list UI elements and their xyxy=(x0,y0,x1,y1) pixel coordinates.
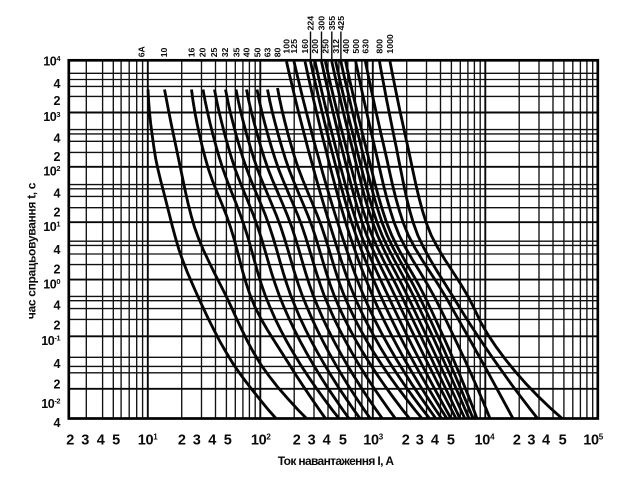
svg-text:5: 5 xyxy=(447,432,455,448)
svg-text:2: 2 xyxy=(53,319,60,333)
svg-text:4: 4 xyxy=(53,77,60,91)
svg-text:3: 3 xyxy=(527,432,535,448)
svg-text:3: 3 xyxy=(416,432,424,448)
svg-text:4: 4 xyxy=(208,432,216,448)
svg-text:3: 3 xyxy=(193,432,201,448)
svg-text:355: 355 xyxy=(327,16,337,31)
svg-text:3: 3 xyxy=(81,432,89,448)
svg-text:4: 4 xyxy=(53,243,60,257)
svg-text:25: 25 xyxy=(209,47,219,57)
svg-text:63: 63 xyxy=(263,47,273,57)
svg-text:4: 4 xyxy=(53,357,60,371)
svg-text:4: 4 xyxy=(431,432,439,448)
svg-text:20: 20 xyxy=(198,47,208,57)
svg-text:4: 4 xyxy=(53,416,60,430)
svg-text:312: 312 xyxy=(331,39,341,54)
svg-text:2: 2 xyxy=(53,378,60,392)
svg-text:224: 224 xyxy=(306,16,316,31)
svg-text:4: 4 xyxy=(53,298,60,312)
svg-text:4: 4 xyxy=(542,432,550,448)
svg-text:Ток навантаження I, А: Ток навантаження I, А xyxy=(278,454,395,468)
svg-text:2: 2 xyxy=(53,262,60,276)
svg-text:425: 425 xyxy=(336,16,346,31)
svg-text:35: 35 xyxy=(232,47,242,57)
svg-text:100: 100 xyxy=(282,39,292,54)
svg-text:40: 40 xyxy=(242,47,252,57)
svg-text:4: 4 xyxy=(53,187,60,201)
svg-text:125: 125 xyxy=(289,39,299,54)
svg-text:5: 5 xyxy=(339,432,347,448)
svg-text:500: 500 xyxy=(351,39,361,54)
svg-text:2: 2 xyxy=(402,432,410,448)
svg-text:1000: 1000 xyxy=(385,34,395,53)
svg-text:4: 4 xyxy=(53,132,60,146)
svg-text:час спрацьовування t, с: час спрацьовування t, с xyxy=(25,182,39,319)
svg-text:250: 250 xyxy=(321,39,331,54)
svg-text:4: 4 xyxy=(97,432,105,448)
svg-text:300: 300 xyxy=(317,16,327,31)
svg-text:4: 4 xyxy=(323,432,331,448)
svg-text:50: 50 xyxy=(253,47,263,57)
svg-text:800: 800 xyxy=(375,39,385,54)
svg-text:6A: 6A xyxy=(137,45,147,57)
svg-text:630: 630 xyxy=(361,39,371,54)
svg-text:2: 2 xyxy=(53,94,60,108)
svg-text:2: 2 xyxy=(66,432,74,448)
svg-text:160: 160 xyxy=(300,39,310,54)
svg-text:2: 2 xyxy=(293,432,301,448)
svg-text:32: 32 xyxy=(220,47,230,57)
svg-text:2: 2 xyxy=(53,150,60,164)
svg-text:5: 5 xyxy=(559,432,567,448)
svg-text:80: 80 xyxy=(273,47,283,57)
svg-text:5: 5 xyxy=(224,432,232,448)
svg-text:200: 200 xyxy=(310,39,320,54)
svg-text:400: 400 xyxy=(341,39,351,54)
svg-text:10: 10 xyxy=(159,47,169,57)
svg-text:3: 3 xyxy=(308,432,316,448)
svg-text:2: 2 xyxy=(513,432,521,448)
svg-text:16: 16 xyxy=(187,47,197,57)
svg-text:5: 5 xyxy=(112,432,120,448)
svg-text:2: 2 xyxy=(178,432,186,448)
svg-text:2: 2 xyxy=(53,205,60,219)
